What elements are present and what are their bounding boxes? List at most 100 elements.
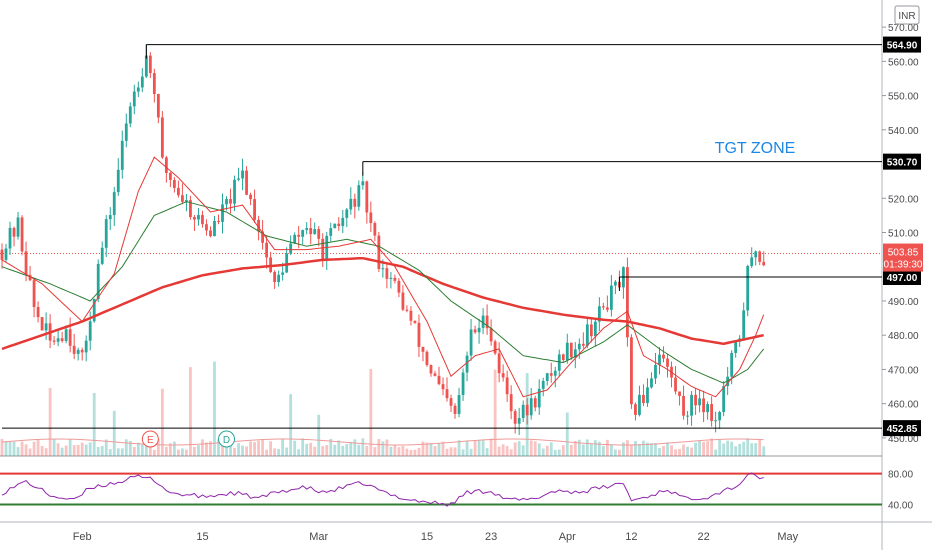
last-price-label: 503.85 [888,248,919,259]
candle-body [593,321,597,337]
volume-bar [597,441,601,456]
volume-bar [297,449,301,456]
candle-body [377,235,381,269]
candle-body [72,345,76,354]
volume-bar [333,444,337,456]
volume-bar [357,444,361,456]
candle-body [730,352,734,377]
candle-body [445,389,449,399]
candle-body [634,404,637,415]
volume-bar [76,444,80,456]
volume-bar [409,449,413,456]
volume-bar [437,443,441,456]
x-tick-label: May [777,531,798,543]
candle-body [112,192,116,216]
candle-body [124,123,128,141]
volume-bar [497,446,501,456]
candle-body [305,228,309,231]
volume-bar [581,444,585,456]
candle-body [509,394,513,412]
event-marker[interactable] [218,430,236,448]
volume-bar [461,449,465,456]
candle-body [229,199,232,204]
y-tick-label: 450.00 [888,434,919,445]
volume-bar [108,449,112,456]
volume-bar [36,439,40,456]
level-price-tag [883,269,921,285]
candle-body [638,394,641,415]
candle-body [152,73,156,94]
event-marker[interactable] [141,430,159,448]
candle-body [557,354,561,371]
volume-bar [229,444,232,456]
candle-body [762,261,766,266]
volume-bar [441,441,445,456]
volume-bar [156,438,160,456]
candle-body [585,324,589,346]
candle-body [265,242,269,258]
volume-bar [148,439,152,456]
candle-body [597,306,601,322]
candle-body [32,280,36,308]
candle-body [609,285,613,310]
volume-bar [337,440,341,456]
volume-bar [734,446,738,456]
volume-bar [44,448,48,456]
candle-body [217,220,220,222]
candle-body [605,307,609,310]
volume-bar [638,444,641,456]
event-marker-label: E [147,435,154,446]
volume-bar [52,439,56,456]
volume-bar [385,439,389,456]
candle-body [742,310,746,339]
volume-bar [706,441,710,456]
tgt-zone-annotation[interactable]: TGT ZONE [715,140,796,157]
volume-bar [618,449,621,456]
candle-body [650,378,653,388]
candle-body [505,377,509,395]
candle-body [185,200,188,202]
candle-body [120,140,124,170]
candle-body [285,253,289,273]
candle-body [493,341,497,354]
level-price-tag [883,36,921,53]
candle-body [553,370,557,376]
level-price-label: 564.90 [887,41,918,52]
candle-body [541,380,545,389]
candle-body [565,342,569,361]
candle-body [601,306,605,308]
volume-bar [505,446,509,456]
volume-bar [205,442,208,456]
candle-body [148,55,152,74]
volume-bar [573,440,577,456]
volume-bar [750,443,754,456]
candle-body [429,364,433,374]
candle-body [726,376,730,387]
candle-body [245,170,248,195]
volume-bar [193,447,196,456]
x-tick-label: Feb [73,531,92,543]
candle-body [172,179,176,188]
candle-body [658,354,661,365]
x-tick-label: Mar [309,531,328,543]
volume-bar [646,442,649,456]
volume-bar [569,444,573,456]
y-tick-label: 460.00 [888,400,919,411]
volume-bar [682,444,685,456]
candle-body [108,215,112,220]
y-tick-label: 520.00 [888,194,919,205]
y-tick-label: 540.00 [888,126,919,137]
candle-body [497,353,501,374]
volume-bar [181,448,184,456]
volume-bar [20,441,24,456]
volume-bar [217,439,220,456]
volume-bar [421,441,425,456]
volume-bar [4,441,8,456]
candle-body [104,219,108,248]
currency-badge[interactable]: INR [894,5,920,25]
candle-body [321,238,325,260]
y-tick-label: 550.00 [888,92,919,103]
volume-bar [177,449,180,456]
candle-body [12,227,16,237]
